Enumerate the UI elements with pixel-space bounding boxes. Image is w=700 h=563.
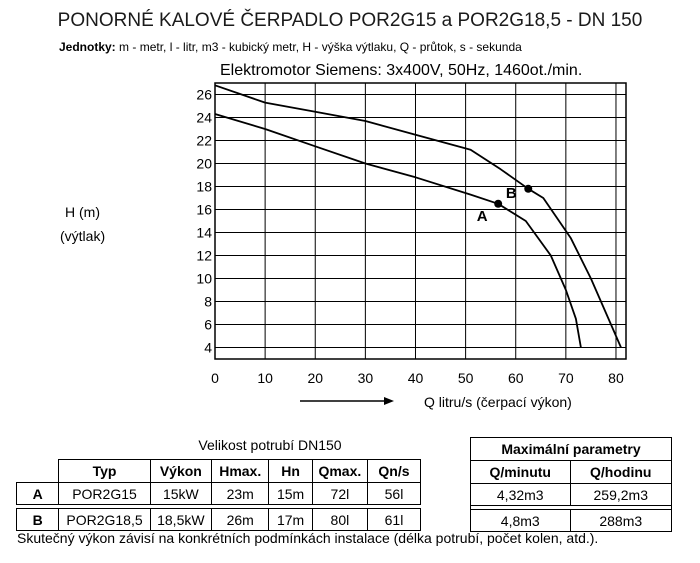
plot-frame [214, 82, 627, 360]
cell-type: POR2G15 [58, 482, 151, 505]
y-axis-label: H (m) [65, 204, 100, 220]
x-tick-label: 60 [508, 370, 524, 386]
y-tick-label: 22 [196, 133, 212, 149]
cell-qn: 61l [366, 508, 422, 531]
header-q-per-hour: Q/hodinu [569, 460, 672, 484]
y-tick-label: 14 [196, 225, 212, 241]
cell-qn: 56l [366, 482, 422, 505]
row-key: B [15, 508, 60, 531]
row-key: A [15, 482, 60, 505]
header-qn: Qn/s [366, 459, 422, 483]
cell-hn: 15m [268, 482, 313, 505]
header-power: Výkon [149, 459, 213, 483]
y-tick-label: 20 [196, 156, 212, 172]
table-row: B POR2G18,5 18,5kW 26m 17m 80l 61l [15, 508, 422, 531]
cell-q-minute: 4,8m3 [470, 509, 571, 532]
x-axis-arrow-head [384, 397, 394, 405]
series-curve-B [214, 84, 622, 348]
motor-spec: Elektromotor Siemens: 3x400V, 50Hz, 1460… [220, 62, 583, 79]
pipe-size-caption: Velikost potrubí DN150 [198, 437, 342, 453]
x-tick-label: 80 [608, 370, 624, 386]
header-type: Typ [58, 459, 151, 483]
y-tick-label: 16 [196, 202, 212, 218]
cell-power: 15kW [149, 482, 213, 505]
x-tick-label: 40 [408, 370, 424, 386]
operating-point-B [524, 184, 533, 193]
series-curve-A [214, 113, 582, 348]
header-spacer [17, 460, 59, 483]
cell-q-hour: 288m3 [569, 509, 672, 532]
header-hn: Hn [268, 459, 313, 483]
operating-point-A [494, 199, 503, 208]
units-legend: Jednotky: m - metr, l - litr, m3 - kubic… [59, 40, 522, 54]
header-hmax: Hmax. [211, 459, 270, 483]
x-tick-label: 50 [458, 370, 474, 386]
y-tick-label: 24 [196, 110, 212, 126]
series-label-B: B [506, 185, 517, 202]
installation-note: Skutečný výkon závisí na konkrétních pod… [17, 530, 599, 546]
cell-hmax: 23m [211, 482, 270, 505]
y-tick-label: 6 [204, 317, 212, 333]
y-tick-label: 12 [196, 248, 212, 264]
x-tick-label: 30 [358, 370, 374, 386]
x-tick-label: 10 [257, 370, 273, 386]
units-label: Jednotky: [59, 40, 116, 54]
max-params-title: Maximální parametry [470, 437, 672, 461]
y-axis-label-sub: (výtlak) [60, 228, 106, 244]
y-tick-label: 18 [196, 179, 212, 195]
x-axis-label: Q litru/s (čerpací výkon) [424, 394, 572, 410]
table-row: 4,8m3 288m3 [470, 509, 672, 532]
x-tick-label: 0 [211, 370, 219, 386]
cell-q-hour: 259,2m3 [569, 483, 672, 506]
table-row: A POR2G15 15kW 23m 15m 72l 56l [15, 482, 422, 505]
y-tick-label: 10 [196, 271, 212, 287]
y-tick-label: 26 [196, 87, 212, 103]
cell-qmax: 72l [311, 482, 368, 505]
performance-chart: 0 10 20 30 40 50 60 70 80 4 6 8 10 12 14 16 18 20 22 24 26 A B… [196, 82, 627, 410]
cell-hmax: 26m [211, 508, 270, 531]
cell-q-minute: 4,32m3 [470, 483, 571, 506]
header-qmax: Qmax. [311, 459, 368, 483]
y-tick-label: 4 [204, 340, 212, 356]
table-row: 4,32m3 259,2m3 [470, 483, 672, 506]
x-tick-label: 70 [558, 370, 574, 386]
cell-hn: 17m [268, 508, 313, 531]
x-tick-label: 20 [307, 370, 323, 386]
cell-power: 18,5kW [149, 508, 213, 531]
hydraulic-table-header: Typ Výkon Hmax. Hn Qmax. Qn/s [17, 459, 422, 483]
series-label-A: A [477, 208, 488, 225]
y-tick-label: 8 [204, 294, 212, 310]
cell-type: POR2G18,5 [58, 508, 151, 531]
max-params-table: Maximální parametry Q/minutu Q/hodinu 4,… [470, 437, 672, 532]
hydraulic-table: Typ Výkon Hmax. Hn Qmax. Qn/s A POR2G15 … [15, 459, 422, 531]
header-q-per-minute: Q/minutu [470, 460, 571, 484]
cell-qmax: 80l [311, 508, 368, 531]
page-title: PONORNÉ KALOVÉ ČERPADLO POR2G15 a POR2G1… [57, 10, 643, 31]
units-text: m - metr, l - litr, m3 - kubický metr, H… [119, 40, 522, 54]
